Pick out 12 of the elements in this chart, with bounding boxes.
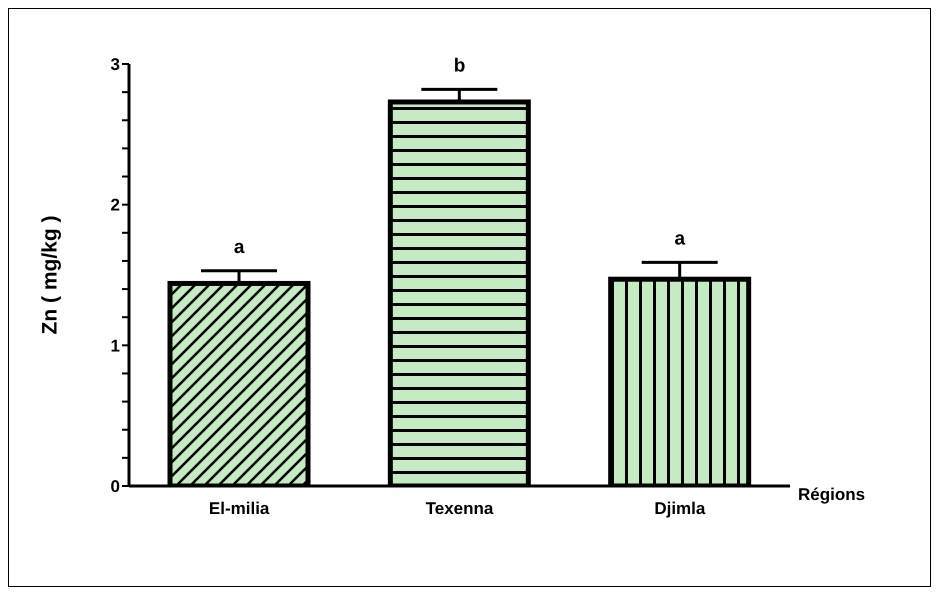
x-tick-label: Texenna: [426, 499, 494, 518]
y-tick-label: 2: [110, 196, 120, 215]
y-tick-label: 0: [110, 477, 120, 496]
x-axis-title: Régions: [798, 485, 866, 504]
y-axis-title: Zn ( mg/kg ): [38, 216, 62, 334]
x-tick-label: El-milia: [208, 499, 270, 518]
annotation: b: [454, 55, 466, 76]
annotation: a: [234, 236, 245, 258]
annotation: a: [674, 228, 686, 250]
x-tick-label: Djimla: [654, 499, 706, 518]
y-tick-label: 1: [110, 336, 120, 356]
y-tick-label: 3: [110, 55, 120, 74]
